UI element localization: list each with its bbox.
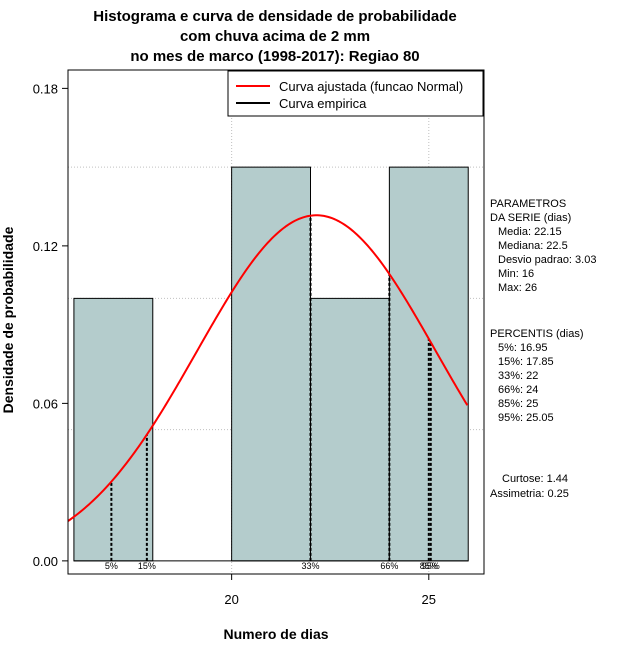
percentis-title: PERCENTIS (dias) [490,328,584,340]
axes: 0.00 0.06 0.12 0.18 20 25 [33,81,436,607]
histogram-bars [73,166,469,562]
x-tick-label: 20 [224,592,238,607]
percentile-label: 15% [138,561,156,571]
y-tick-label: 0.00 [33,554,58,569]
stat-p95: 95%: 25.05 [498,412,554,424]
chart-title-line-3: no mes de marco (1998-2017): Regiao 80 [130,48,419,65]
stat-max: Max: 26 [498,282,537,294]
percentile-label: 33% [301,561,319,571]
percentile-label: 5% [105,561,118,571]
stat-media: Media: 22.15 [498,226,562,238]
percentile-markers: 5% 15% 33% 66% 85%95% [105,215,440,571]
stat-p15: 15%: 17.85 [498,356,554,368]
chart-title-line-2: com chuva acima de 2 mm [180,28,370,45]
stats-panel: PARAMETROS DA SERIE (dias) Media: 22.15 … [490,198,596,500]
percentile-label: 95% [422,561,440,571]
legend-label-empirical: Curva empirica [279,96,367,111]
stat-min: Min: 16 [498,268,534,280]
fitted-curve-layer [67,214,469,522]
legend-label-fitted: Curva ajustada (funcao Normal) [279,79,463,94]
x-tick-label: 25 [422,592,436,607]
x-axis-label: Numero de dias [223,626,328,642]
stat-assimetria: Assimetria: 0.25 [490,488,569,500]
chart-title-line-1: Histograma e curva de densidade de proba… [93,8,456,25]
params-title-2: DA SERIE (dias) [490,212,571,224]
legend-box [227,70,484,117]
y-tick-label: 0.12 [33,239,58,254]
y-tick-label: 0.18 [33,81,58,96]
stat-p33: 33%: 22 [498,370,538,382]
stat-p66: 66%: 24 [498,384,538,396]
stat-p5: 5%: 16.95 [498,342,548,354]
stat-mediana: Mediana: 22.5 [498,240,568,252]
histogram-bar [73,297,154,562]
histogram-bar [231,166,312,562]
legend: Curva ajustada (funcao Normal) Curva emp… [227,70,484,117]
plot-frame [67,69,485,575]
y-tick-label: 0.06 [33,396,58,411]
percentile-label: 66% [380,561,398,571]
percentile-label: 85% [420,561,438,571]
fitted-normal-curve [67,214,469,522]
stat-p85: 85%: 25 [498,398,538,410]
params-title-1: PARAMETROS [490,198,566,210]
histogram-bar [310,297,390,562]
y-axis-label: Densidade de probabilidade [0,226,16,413]
stat-desvio: Desvio padrao: 3.03 [498,254,596,266]
stat-curtose: Curtose: 1.44 [502,473,568,485]
